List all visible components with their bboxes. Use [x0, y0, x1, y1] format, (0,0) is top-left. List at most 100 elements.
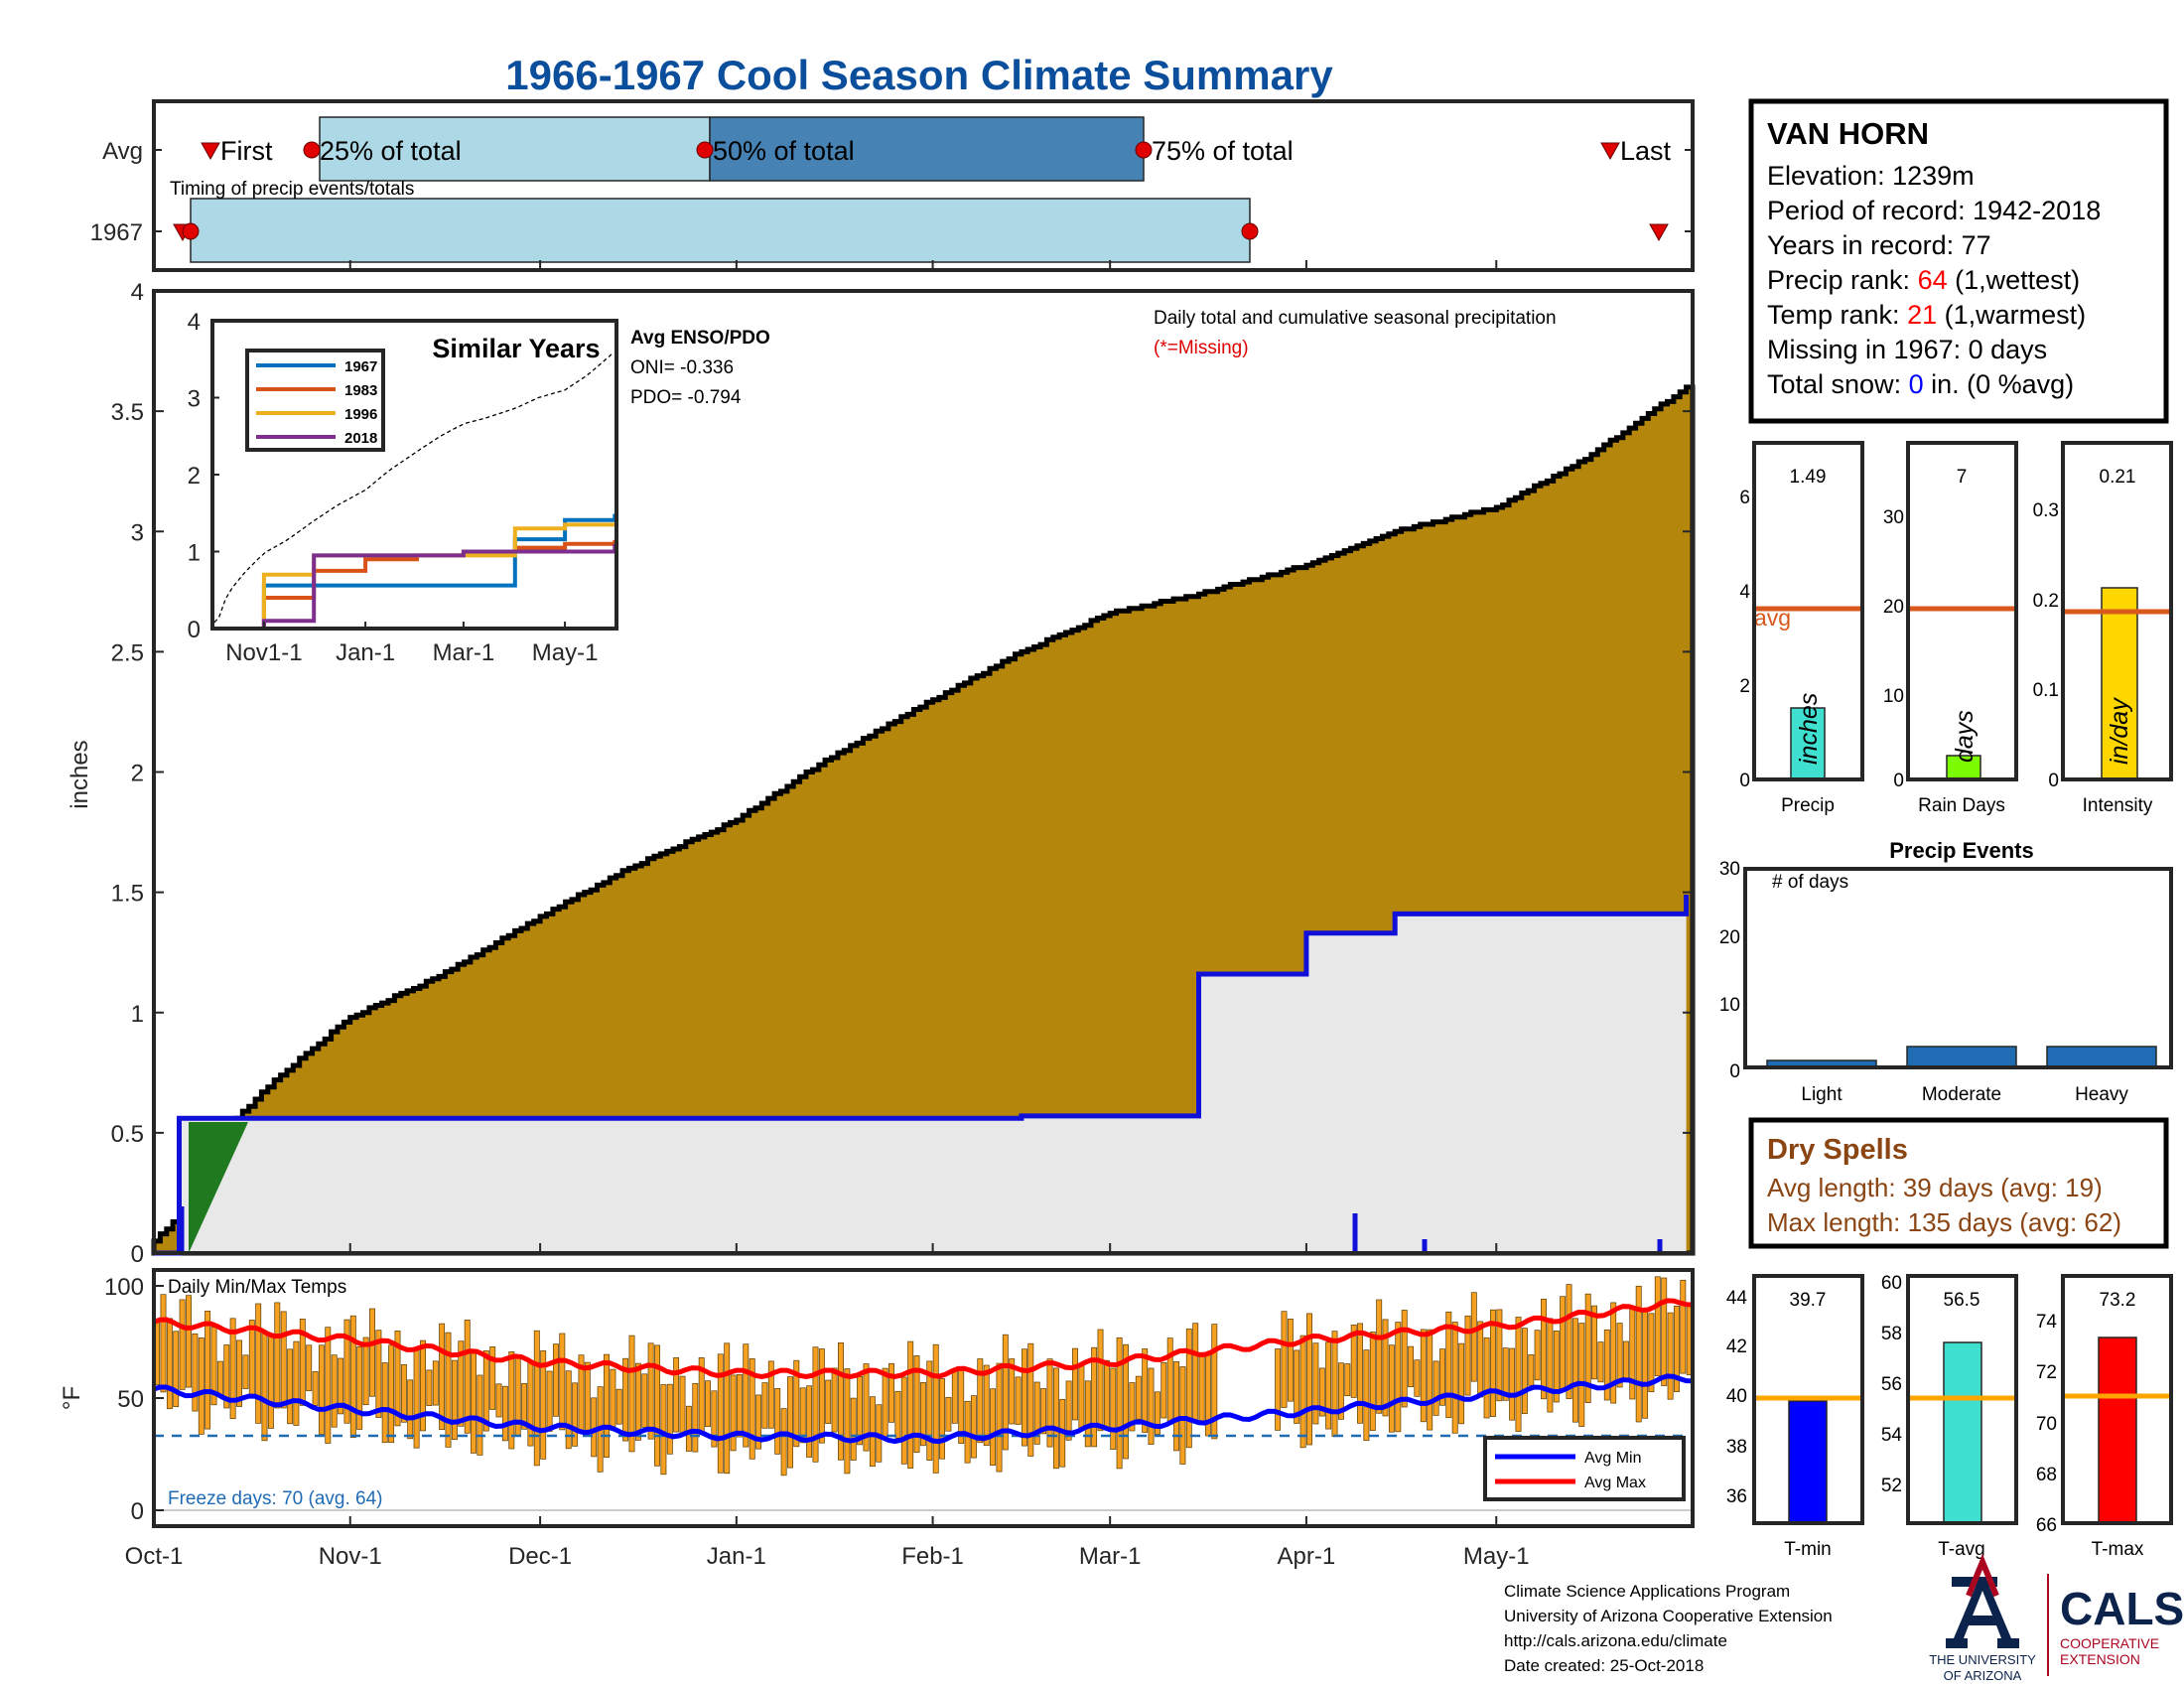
daily-temp-bar: [312, 1371, 319, 1406]
svg-text:10: 10: [1883, 686, 1904, 707]
cals-sub2: EXTENSION: [2060, 1651, 2140, 1667]
daily-temp-bar: [844, 1368, 851, 1475]
daily-temp-bar: [1439, 1348, 1445, 1406]
date-x-axis: Oct-1 Nov-1 Dec-1 Jan-1 Feb-1 Mar-1 Apr-1 May-1: [125, 260, 1530, 1570]
svg-text:30: 30: [1883, 507, 1904, 528]
daily-temp-bar: [318, 1344, 325, 1435]
svg-text:0.3: 0.3: [2033, 500, 2059, 521]
daily-temp-bar: [1584, 1293, 1591, 1403]
avg-max-line: [153, 1298, 1694, 1380]
daily-temp-bar: [673, 1357, 680, 1433]
daily-temp-bar: [970, 1395, 977, 1459]
daily-temp-bar: [1135, 1375, 1142, 1420]
daily-temp-bar: [533, 1330, 540, 1467]
station-info: VAN HORN Elevation: 1239m Period of reco…: [1748, 98, 2169, 424]
timing-panel: First Last 25% of total 50% of total 75%…: [90, 99, 1695, 272]
svg-text:6: 6: [1739, 488, 1750, 508]
daily-temp-bar: [825, 1379, 832, 1424]
daily-temp-bar: [1281, 1311, 1288, 1408]
freeze-days: Freeze days: 70 (avg. 64): [168, 1488, 383, 1509]
daily-temp-bar: [641, 1373, 648, 1428]
pct75-marker-1967: [1241, 222, 1259, 240]
daily-temp-bar: [559, 1333, 566, 1431]
svg-text:0.2: 0.2: [2033, 591, 2059, 612]
daily-temp-bar: [331, 1354, 338, 1428]
intensity-label: Intensity: [2083, 795, 2153, 816]
daily-temp-bar: [420, 1339, 426, 1432]
inset-frame: [210, 319, 618, 631]
daily-temp-bar: [1110, 1367, 1117, 1450]
intensity-value: 0.21: [2100, 467, 2136, 488]
temp-y-axis: 0 50 100: [104, 1274, 164, 1525]
daily-temp-bar: [1306, 1313, 1312, 1446]
daily-temp-bar: [919, 1382, 926, 1447]
daily-temp-bar: [977, 1358, 984, 1444]
daily-temp-bar: [553, 1343, 559, 1417]
temp-rank: Temp rank: 21 (1,warmest): [1767, 300, 2086, 330]
daily-temp-bar: [951, 1368, 958, 1424]
daily-temp-bar: [1661, 1277, 1668, 1386]
daily-temp-bar: [1009, 1358, 1016, 1425]
daily-temp-bar: [432, 1360, 439, 1406]
daily-temp-bar: [1553, 1331, 1560, 1403]
daily-temp-bar: [622, 1357, 629, 1442]
svg-text:10: 10: [1719, 995, 1740, 1016]
main-chart: 0 0.5 1 1.5 2 2.5 3 3.5 4 inches Daily total and…: [67, 279, 1696, 1268]
svg-text:0: 0: [2048, 771, 2059, 791]
daily-temp-bar: [1635, 1285, 1642, 1423]
daily-temp-bar: [850, 1397, 857, 1461]
daily-temp-bar: [1433, 1360, 1439, 1416]
daily-temp-bar: [793, 1359, 800, 1448]
last-marker-avg: [1600, 142, 1620, 161]
daily-temp-bar: [400, 1364, 407, 1423]
daily-temp-bar: [173, 1331, 180, 1408]
inset-avg-cumulative: [211, 353, 613, 629]
daily-temp-bars: [154, 1276, 1693, 1477]
daily-temp-bar: [1097, 1329, 1104, 1432]
daily-temp-bar: [1483, 1336, 1490, 1419]
daily-temp-bar: [812, 1346, 819, 1463]
event-label-heavy: Heavy: [2075, 1084, 2128, 1105]
event-bar-heavy: [2046, 1046, 2157, 1068]
station-period: Period of record: 1942-2018: [1767, 196, 2101, 225]
timing-row-avg: Avg: [102, 138, 143, 165]
svg-text:30: 30: [1719, 859, 1740, 880]
footer-university: University of Arizona Cooperative Extens…: [1504, 1607, 1833, 1625]
total-snow: Total snow: 0 in. (0 %avg): [1767, 369, 2074, 399]
svg-text:42: 42: [1726, 1336, 1747, 1357]
svg-text:60: 60: [1881, 1273, 1902, 1294]
daily-temp-bar: [1674, 1305, 1680, 1392]
daily-temp-bar: [660, 1384, 667, 1476]
station-years: Years in record: 77: [1767, 230, 1991, 260]
temp-frame: [152, 1268, 1695, 1528]
daily-temp-bar: [1369, 1332, 1376, 1431]
daily-temp-bar: [477, 1374, 483, 1456]
daily-temp-bar: [369, 1308, 375, 1397]
daily-temp-bar: [179, 1299, 186, 1390]
daily-temp-bar: [1445, 1311, 1452, 1419]
daily-temp-bar: [1337, 1362, 1344, 1420]
daily-temp-bar: [1560, 1296, 1567, 1390]
inset-similar-years: 0 1 2 3 4 Nov1-1 Jan-1 Mar-1 May-1 Similar Year…: [188, 309, 618, 666]
date-xtick-label: Dec-1: [508, 1543, 572, 1570]
main-ytick-label: 0.5: [111, 1121, 144, 1148]
timing-row-1967: 1967: [90, 219, 143, 246]
daily-temp-bar: [1022, 1348, 1027, 1447]
daily-temp-bar: [1363, 1349, 1370, 1442]
daily-temp-bar: [1294, 1349, 1300, 1424]
main-annotation: Daily total and cumulative seasonal prec…: [1154, 308, 1557, 329]
daily-temp-bar: [1603, 1329, 1610, 1401]
raindays-unit: days: [1951, 710, 1979, 763]
event-label-moderate: Moderate: [1922, 1084, 2001, 1105]
svg-text:52: 52: [1881, 1476, 1902, 1496]
daily-temp-bar: [489, 1346, 496, 1410]
tmax-label: T-max: [2092, 1539, 2144, 1560]
daily-temp-bar: [838, 1342, 844, 1461]
daily-temp-bar: [1388, 1344, 1395, 1433]
daily-temp-bar: [945, 1396, 952, 1432]
daily-temp-bar: [1357, 1323, 1363, 1424]
svg-text:44: 44: [1726, 1288, 1748, 1309]
daily-temp-bar: [565, 1370, 572, 1450]
daily-temp-bar: [1040, 1388, 1047, 1435]
daily-temp-bar: [1091, 1346, 1098, 1448]
